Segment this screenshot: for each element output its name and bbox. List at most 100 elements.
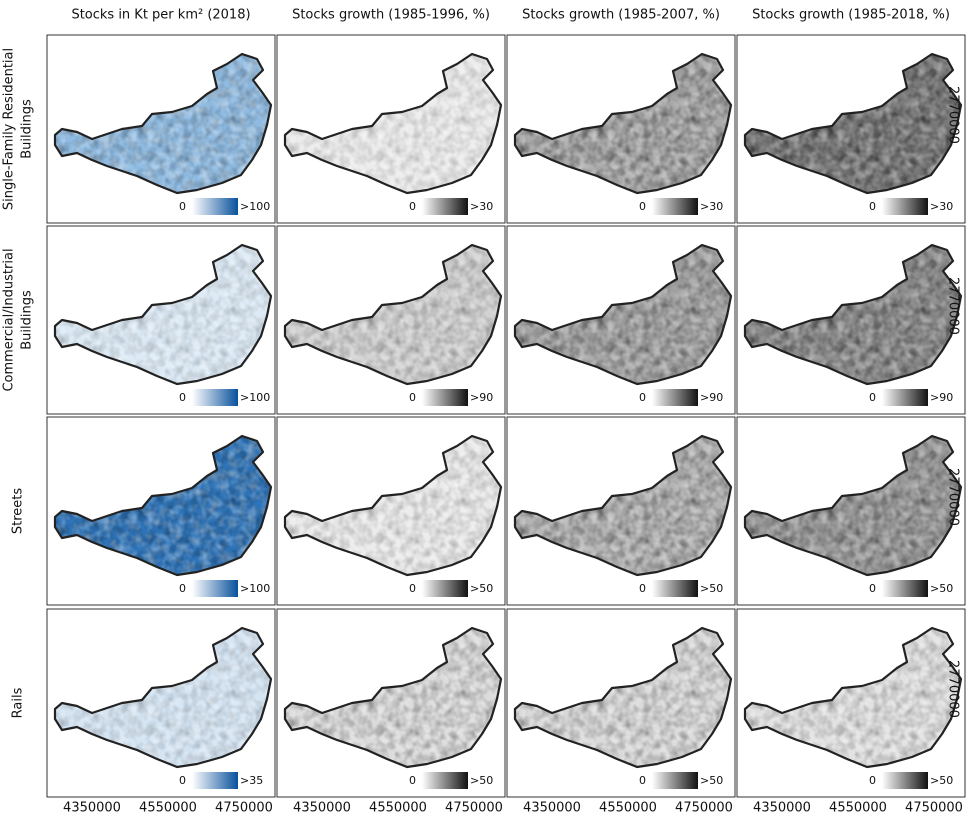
map-panel: 0 >30 xyxy=(506,34,736,224)
map-panel: 0 >100 xyxy=(46,225,276,415)
country-outline xyxy=(743,243,963,386)
legend-gradient xyxy=(192,389,238,406)
column-title: Stocks growth (1985-2018, %) xyxy=(752,8,950,23)
legend-gradient xyxy=(882,772,928,789)
legend-max: >35 xyxy=(240,774,263,787)
x-tick-label: 4350000 xyxy=(753,801,811,816)
legend-min: 0 xyxy=(869,391,876,404)
legend-gradient xyxy=(422,389,468,406)
legend-max: >100 xyxy=(240,582,270,595)
legend-min: 0 xyxy=(179,200,186,213)
x-tick-label: 4750000 xyxy=(445,801,503,816)
country-outline xyxy=(283,626,503,769)
legend-max: >90 xyxy=(700,391,723,404)
map-panel: 0 >90 xyxy=(276,225,506,415)
legend-gradient xyxy=(652,198,698,215)
country-outline xyxy=(53,626,273,769)
legend-min: 0 xyxy=(409,200,416,213)
legend-gradient xyxy=(422,198,468,215)
legend-min: 0 xyxy=(179,582,186,595)
country-outline xyxy=(513,626,733,769)
map-panel: 0 >90 2770000 xyxy=(736,225,966,415)
y-tick-label: 2770000 xyxy=(946,86,961,144)
legend-min: 0 xyxy=(869,200,876,213)
map-panel: 0 >50 xyxy=(276,608,506,798)
legend-min: 0 xyxy=(409,391,416,404)
map-panel: 0 >100 xyxy=(46,34,276,224)
legend-gradient xyxy=(882,389,928,406)
legend-gradient xyxy=(192,580,238,597)
map-panel: 0 >50 xyxy=(506,608,736,798)
legend-max: >50 xyxy=(470,582,493,595)
country-outline xyxy=(743,434,963,577)
legend-max: >50 xyxy=(700,582,723,595)
legend-min: 0 xyxy=(409,582,416,595)
column-title: Stocks in Kt per km² (2018) xyxy=(71,8,250,23)
y-tick-label: 2770000 xyxy=(946,468,961,526)
legend-min: 0 xyxy=(869,582,876,595)
legend-gradient xyxy=(882,580,928,597)
y-tick-label: 2770000 xyxy=(946,660,961,718)
legend-min: 0 xyxy=(409,774,416,787)
country-outline xyxy=(513,243,733,386)
legend-max: >50 xyxy=(930,774,953,787)
x-tick-label: 4350000 xyxy=(63,801,121,816)
x-tick-label: 4350000 xyxy=(293,801,351,816)
x-tick-label: 4550000 xyxy=(139,801,197,816)
country-outline xyxy=(743,52,963,195)
x-tick-label: 4550000 xyxy=(369,801,427,816)
x-tick-label: 4350000 xyxy=(523,801,581,816)
legend-min: 0 xyxy=(639,391,646,404)
x-tick-label: 4750000 xyxy=(905,801,963,816)
legend-min: 0 xyxy=(639,582,646,595)
legend-max: >90 xyxy=(930,391,953,404)
x-tick-label: 4750000 xyxy=(215,801,273,816)
map-panel: 0 >50 2770000 xyxy=(736,608,966,798)
y-tick-label: 2770000 xyxy=(946,277,961,335)
map-panel: 0 >30 2770000 xyxy=(736,34,966,224)
legend-gradient xyxy=(882,198,928,215)
legend-gradient xyxy=(192,772,238,789)
map-panel: 0 >100 xyxy=(46,416,276,606)
map-panel: 0 >50 2770000 xyxy=(736,416,966,606)
column-title: Stocks growth (1985-1996, %) xyxy=(292,8,490,23)
map-panel: 0 >50 xyxy=(506,416,736,606)
legend-min: 0 xyxy=(639,200,646,213)
row-label: Rails xyxy=(11,687,26,718)
legend-max: >100 xyxy=(240,391,270,404)
row-label: Streets xyxy=(11,488,26,535)
x-tick-label: 4550000 xyxy=(829,801,887,816)
x-tick-label: 4750000 xyxy=(675,801,733,816)
legend-min: 0 xyxy=(179,391,186,404)
legend-gradient xyxy=(192,198,238,215)
country-outline xyxy=(513,52,733,195)
row-label: Buildings xyxy=(20,99,35,159)
country-outline xyxy=(743,626,963,769)
map-panel: 0 >35 xyxy=(46,608,276,798)
legend-gradient xyxy=(422,580,468,597)
legend-max: >100 xyxy=(240,200,270,213)
legend-min: 0 xyxy=(179,774,186,787)
legend-max: >30 xyxy=(700,200,723,213)
country-outline xyxy=(283,434,503,577)
legend-max: >90 xyxy=(470,391,493,404)
country-outline xyxy=(53,434,273,577)
legend-min: 0 xyxy=(869,774,876,787)
country-outline xyxy=(283,52,503,195)
map-panel: 0 >90 xyxy=(506,225,736,415)
row-label: Buildings xyxy=(20,290,35,350)
row-label: Commercial/Industrial xyxy=(2,248,17,391)
x-tick-label: 4550000 xyxy=(599,801,657,816)
legend-max: >30 xyxy=(930,200,953,213)
country-outline xyxy=(53,52,273,195)
legend-min: 0 xyxy=(639,774,646,787)
column-title: Stocks growth (1985-2007, %) xyxy=(522,8,720,23)
legend-max: >30 xyxy=(470,200,493,213)
legend-max: >50 xyxy=(470,774,493,787)
country-outline xyxy=(53,243,273,386)
legend-gradient xyxy=(652,389,698,406)
legend-gradient xyxy=(652,772,698,789)
legend-max: >50 xyxy=(930,582,953,595)
legend-gradient xyxy=(652,580,698,597)
